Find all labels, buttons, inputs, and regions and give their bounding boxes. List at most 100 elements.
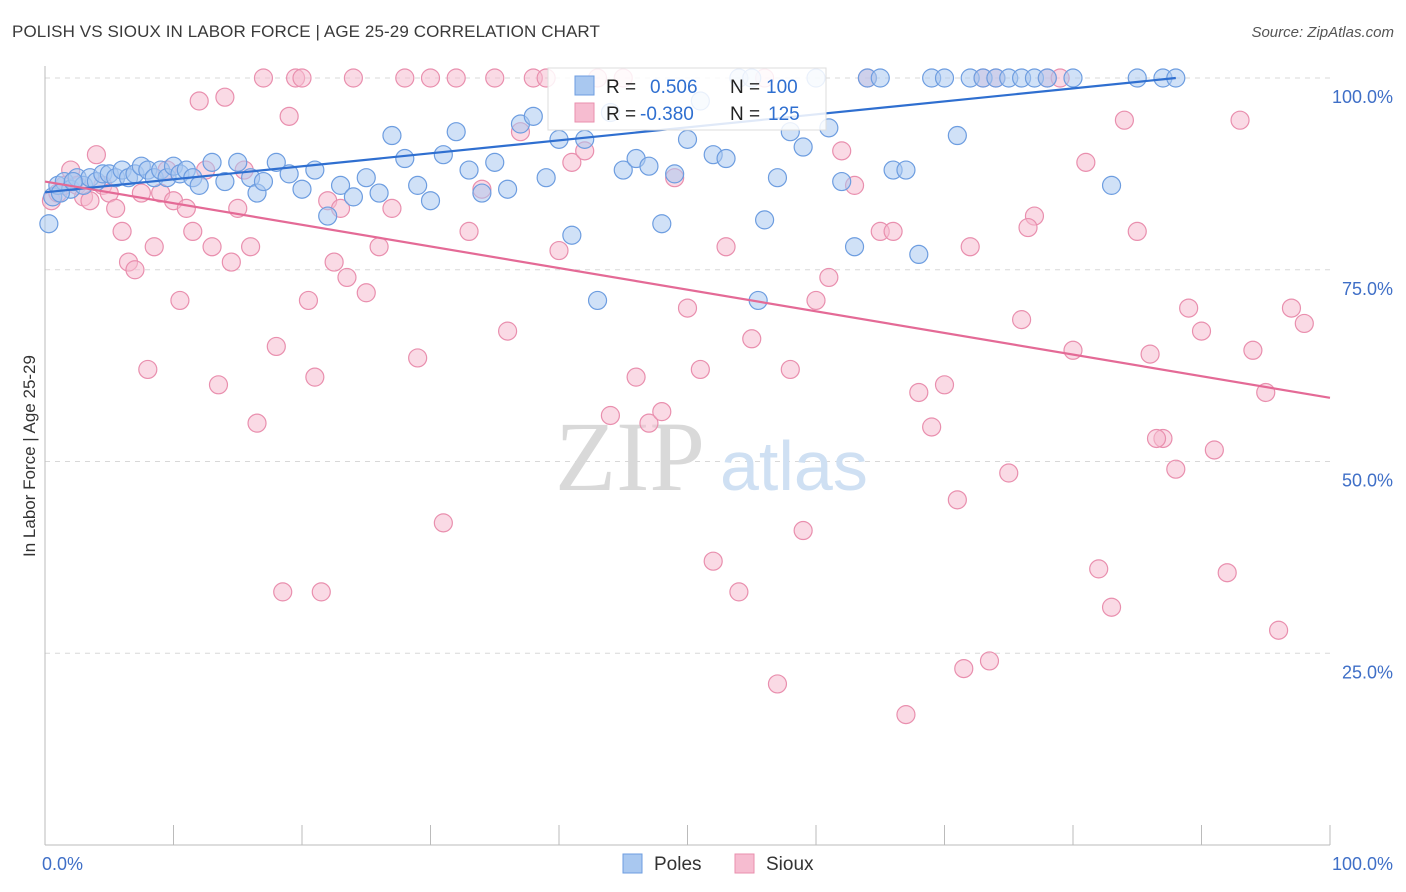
sioux-point: [485, 68, 505, 88]
sioux-point: [138, 359, 158, 380]
poles-point: [1037, 68, 1057, 88]
poles-n-value: 100: [766, 77, 798, 98]
poles-point: [382, 125, 402, 146]
sioux-point: [446, 68, 466, 88]
poles-point: [754, 210, 775, 230]
sioux-point: [1268, 620, 1289, 640]
sioux-point: [343, 68, 363, 88]
sioux-point: [125, 260, 145, 280]
sioux-point: [600, 405, 621, 426]
sioux-point: [369, 237, 389, 257]
sioux-n-value: 125: [768, 104, 800, 125]
poles-point: [1063, 68, 1083, 88]
sioux-point: [999, 463, 1019, 483]
sioux-point: [176, 198, 196, 218]
poles-bottom-swatch: [622, 853, 643, 874]
sioux-point: [562, 152, 582, 172]
poles-point: [498, 179, 518, 199]
sioux-point: [934, 375, 955, 395]
sioux-point: [311, 582, 331, 602]
poles-point: [665, 164, 685, 184]
sioux-point: [979, 651, 1000, 671]
sioux-point: [253, 68, 274, 88]
poles-point: [652, 214, 672, 234]
sioux-point: [241, 237, 261, 257]
poles-point: [253, 171, 274, 192]
sioux-point: [183, 221, 203, 241]
stats-legend: R = 0.506 N = 100 R = -0.380 N = 125: [547, 67, 827, 131]
sioux-point: [1146, 428, 1167, 449]
sioux-point: [832, 141, 852, 161]
y-tick-labels: 25.0% 50.0% 75.0% 100.0%: [1332, 87, 1393, 682]
sioux-point: [305, 367, 325, 387]
sioux-point: [780, 359, 800, 380]
sioux-point: [690, 359, 710, 380]
poles-point: [832, 171, 852, 192]
sioux-point: [1140, 344, 1160, 364]
poles-point: [408, 175, 428, 195]
sioux-point: [337, 267, 357, 288]
sioux-n-label: N =: [730, 104, 760, 125]
sioux-point: [1217, 563, 1237, 583]
sioux-point: [1204, 440, 1224, 460]
sioux-point: [324, 252, 344, 272]
poles-point: [767, 168, 788, 188]
poles-point: [613, 160, 633, 180]
poles-r-label: R =: [606, 77, 636, 98]
poles-point: [677, 129, 698, 149]
sioux-point: [1011, 310, 1032, 330]
poles-point: [1101, 175, 1122, 195]
sioux-point: [273, 582, 293, 602]
sioux-point: [459, 221, 479, 241]
sioux-point: [1076, 152, 1096, 172]
poles-point: [947, 125, 967, 146]
source-credit: Source: ZipAtlas.com: [1251, 24, 1394, 41]
sioux-point: [1179, 298, 1199, 318]
sioux-legend-swatch: [574, 102, 595, 123]
sioux-point: [498, 321, 518, 341]
watermark-atlas: atlas: [720, 427, 868, 505]
y-tick-label: 25.0%: [1342, 662, 1393, 682]
poles-trend-line: [44, 76, 1176, 194]
sioux-r-label: R =: [606, 104, 636, 125]
sioux-point: [408, 348, 428, 368]
y-tick-label: 75.0%: [1342, 279, 1393, 299]
poles-point: [587, 290, 608, 311]
sioux-point: [1127, 221, 1147, 241]
poles-point: [523, 106, 543, 126]
sioux-point: [767, 674, 788, 694]
trend-lines: [44, 76, 1331, 399]
sioux-point: [382, 198, 402, 218]
poles-point: [330, 175, 351, 195]
poles-point: [433, 145, 453, 165]
poles-point: [446, 122, 466, 142]
sioux-point: [356, 283, 376, 303]
sioux-point: [208, 375, 229, 395]
x-tick-label: 100.0%: [1332, 854, 1393, 874]
sioux-point: [1243, 340, 1263, 360]
bottom-legend: Poles Sioux: [622, 853, 814, 875]
poles-point: [420, 191, 441, 211]
sioux-point: [729, 582, 749, 602]
poles-point: [472, 183, 492, 203]
poles-point: [343, 187, 363, 207]
watermark-zip: ZIP: [555, 401, 705, 512]
poles-point: [39, 214, 59, 234]
sioux-point: [626, 367, 646, 387]
poles-point: [202, 152, 222, 172]
poles-point: [189, 175, 209, 195]
poles-n-label: N =: [730, 77, 760, 98]
sioux-point: [1294, 313, 1314, 334]
sioux-point: [703, 551, 723, 571]
poles-point: [639, 156, 659, 176]
poles-point: [292, 179, 312, 199]
poles-point: [395, 148, 415, 169]
poles-point: [536, 168, 556, 188]
y-tick-label: 50.0%: [1342, 471, 1393, 491]
poles-point: [266, 152, 286, 172]
poles-point: [909, 244, 929, 265]
sioux-point: [639, 413, 659, 433]
sioux-point: [1089, 559, 1109, 579]
sioux-trend-line: [44, 180, 1331, 399]
